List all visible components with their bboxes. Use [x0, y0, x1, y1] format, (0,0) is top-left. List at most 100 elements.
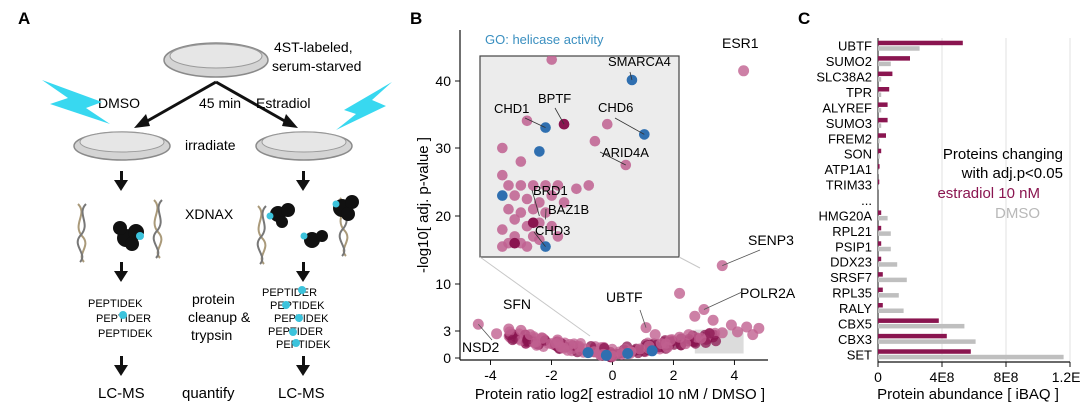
volcano-y-tick-label: 10 — [435, 276, 451, 292]
volcano-helicase-point — [622, 348, 634, 359]
volcano-helicase-point — [646, 345, 658, 357]
xdnax-label: XDNAX — [185, 206, 234, 222]
inset-gene-label: ARID4A — [602, 145, 649, 160]
bar-dmso — [878, 77, 882, 82]
bar-estradiol — [878, 102, 888, 107]
start-label-line2: serum-starved — [272, 58, 361, 74]
peptide-right-5: PEPTIDEK — [276, 339, 331, 351]
volcano-gene-label: NSD2 — [462, 339, 500, 355]
inset-gene-label: CHD1 — [494, 101, 529, 116]
panel-b-letter: B — [410, 9, 422, 28]
quantify-label: quantify — [182, 385, 235, 402]
peptide-right-1: PEPTIDER — [262, 287, 317, 299]
panel-a-letter: A — [18, 9, 30, 28]
bar-category-label: CBX3 — [838, 332, 872, 347]
volcano-helicase-point — [582, 347, 594, 359]
inset-title: GO: helicase activity — [485, 32, 604, 47]
bar-estradiol — [878, 272, 883, 277]
bar-estradiol — [878, 179, 880, 185]
volcano-leader-line — [639, 309, 647, 328]
volcano-gene-label: SFN — [503, 296, 531, 312]
volcano-point — [524, 329, 536, 341]
bar-estradiol — [878, 133, 886, 138]
peptide-left-3: PEPTIDEK — [98, 328, 153, 340]
lcms-left-label: LC-MS — [98, 385, 145, 402]
inset-point — [546, 190, 558, 201]
inset-gene-label: BAZ1B — [548, 202, 589, 217]
volcano-point — [558, 342, 570, 354]
inset-point — [497, 142, 508, 154]
volcano-leader-line — [477, 324, 493, 341]
bar-estradiol — [878, 56, 910, 61]
volcano-point — [649, 329, 661, 341]
volcano-x-tick-label: 0 — [609, 367, 617, 383]
bar-dmso — [878, 138, 880, 144]
bar-dmso — [878, 231, 891, 236]
bar-estradiol — [878, 117, 888, 123]
inset-point — [521, 115, 533, 127]
bar-category-label: ... — [861, 193, 872, 208]
cleanup-line3: trypsin — [191, 327, 232, 343]
bar-category-label: SLC38A2 — [816, 70, 872, 85]
bar-dmso — [878, 61, 891, 67]
bar-category-label: DDX23 — [830, 255, 872, 270]
volcano-point — [491, 328, 503, 340]
cleanup-line1: protein — [192, 291, 235, 307]
bar-dmso — [878, 185, 879, 190]
inset-point — [521, 193, 533, 205]
bar-estradiol — [878, 71, 893, 77]
volcano-plot: 0 3 10 20 30 40 -4 -2 0 2 4 Protein ratio log2[ est… — [415, 30, 796, 402]
volcano-x-axis-label: Protein ratio log2[ estradiol 10 nM / DM… — [475, 386, 765, 402]
volcano-leader-line — [722, 249, 761, 267]
inset-point-dark — [527, 217, 539, 229]
inset-point — [515, 180, 527, 191]
inset-point — [558, 197, 570, 208]
bar-estradiol — [878, 241, 882, 246]
inset-point — [527, 180, 539, 191]
bar-category-label: RPL21 — [832, 224, 872, 239]
inset-point — [509, 214, 520, 225]
volcano-x-tick-label: -4 — [484, 367, 497, 383]
volcano-point — [695, 332, 707, 344]
panel-b: B 0 3 10 20 30 40 -4 -2 0 2 4 Protein ratio log2[ e… — [410, 9, 796, 402]
volcano-gene-label: UBTF — [606, 289, 643, 305]
bar-dmso — [878, 215, 888, 221]
bar-category-label: ATP1A1 — [825, 162, 872, 177]
inset-point — [515, 207, 527, 218]
inset-leader-line — [554, 107, 565, 125]
inset-point — [552, 231, 564, 242]
bar-category-label: FREM2 — [828, 131, 872, 146]
xdnax-right-illustration — [256, 195, 359, 265]
inset-connector — [678, 256, 701, 269]
bar-category-label: RPL35 — [832, 286, 872, 301]
inset-leader-line — [533, 231, 546, 247]
inset-point — [546, 56, 558, 65]
inset-point — [540, 180, 551, 191]
bar-estradiol — [878, 148, 882, 154]
bar-dmso — [878, 246, 891, 252]
bar-dmso — [878, 107, 882, 113]
inset-point — [571, 183, 582, 195]
bar-dmso — [878, 46, 920, 51]
peptide-right-2: PEPTIDEK — [270, 300, 325, 312]
bar-estradiol — [878, 287, 883, 293]
volcano-point — [661, 341, 673, 353]
bar-estradiol — [878, 349, 971, 354]
arrowhead-left — [134, 114, 150, 128]
lcms-right-label: LC-MS — [278, 385, 325, 402]
inset-point — [497, 224, 508, 235]
inset-leader-line — [531, 189, 540, 217]
time-label: 45 min — [199, 95, 241, 111]
legend-estradiol: estradiol 10 nM — [937, 185, 1040, 202]
bar-dmso — [878, 262, 898, 267]
inset-point — [509, 190, 520, 201]
volcano-point — [545, 338, 557, 350]
volcano-gene-label: POLR2A — [740, 285, 796, 301]
inset-point — [515, 156, 527, 167]
arrowhead-right — [282, 114, 298, 128]
label-beads-right — [282, 286, 306, 347]
down-arrows-1 — [114, 171, 310, 191]
bar-estradiol — [878, 164, 880, 169]
left-condition-label: DMSO — [98, 95, 140, 111]
inset-leader-line — [599, 151, 626, 166]
